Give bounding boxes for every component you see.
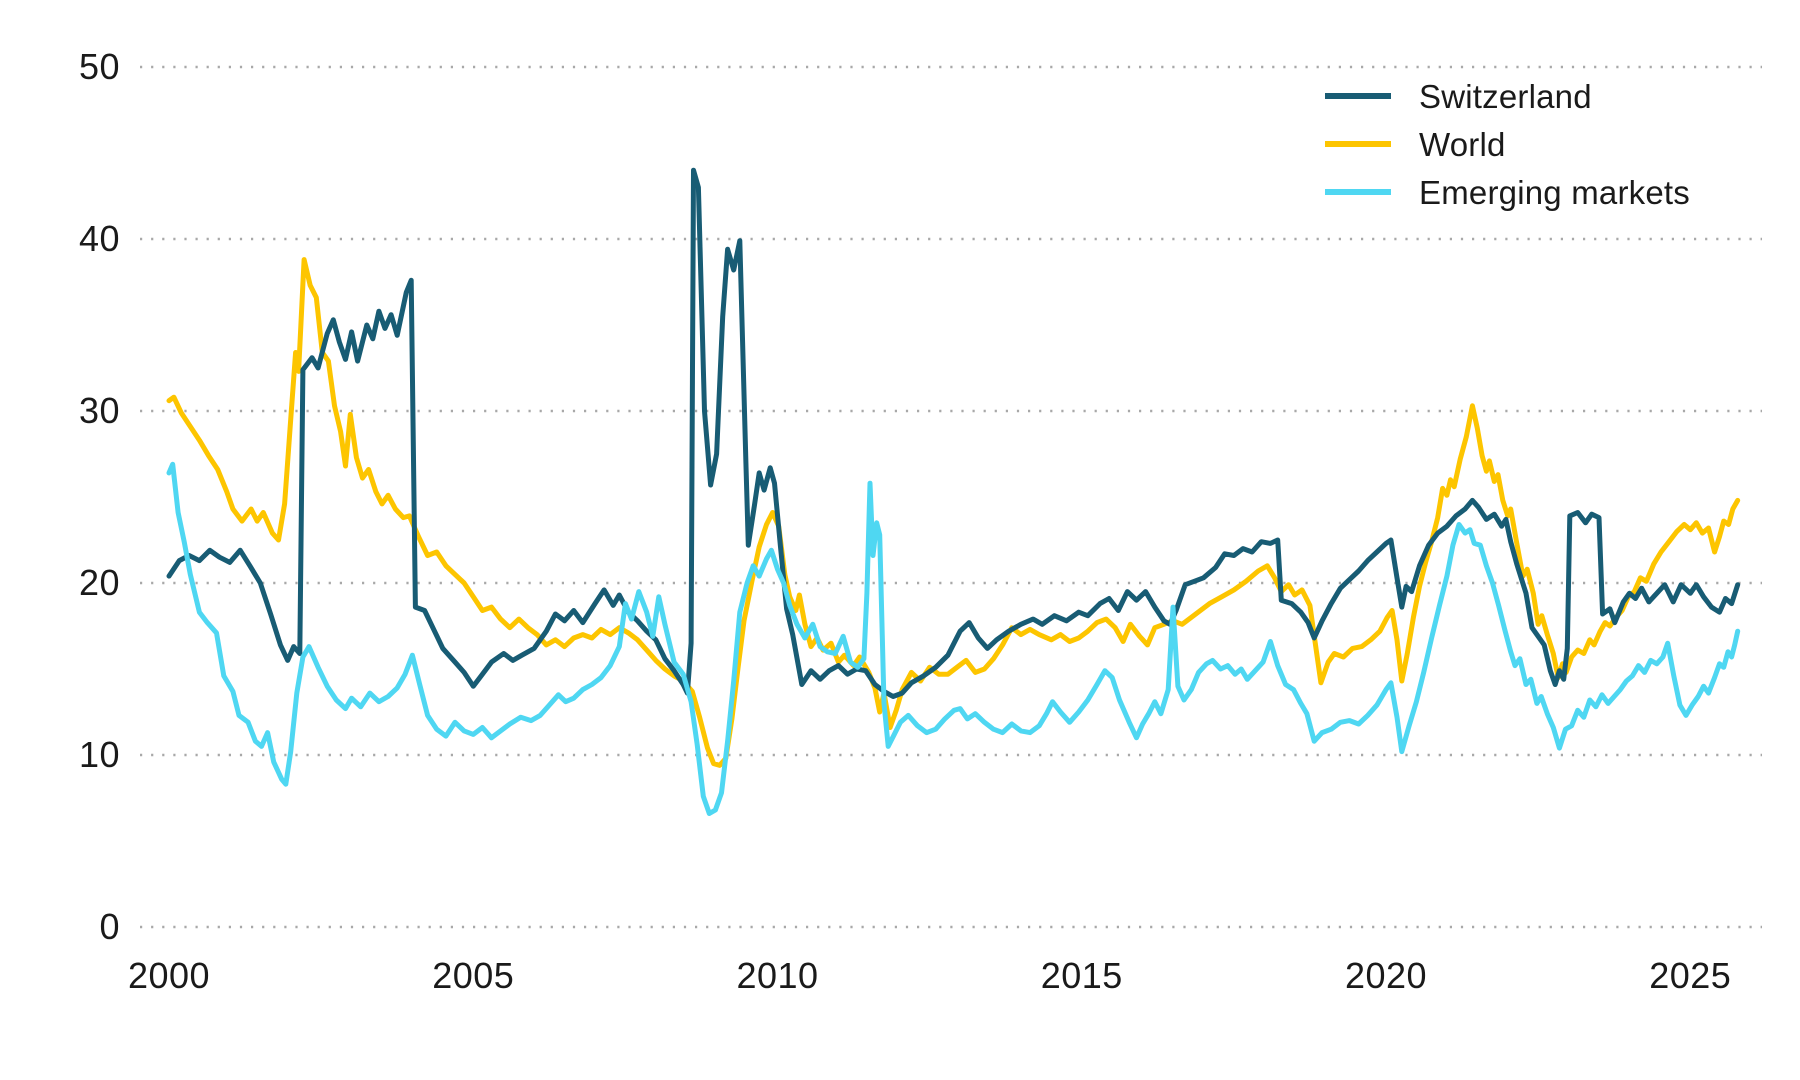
y-tick-label-50: 50	[78, 46, 120, 87]
x-tick-label-2010: 2010	[736, 955, 819, 996]
switzerland-line-swatch	[1325, 93, 1391, 99]
line-switzerland	[166, 167, 1741, 699]
x-tick-label-2020: 2020	[1344, 955, 1428, 996]
world-line-swatch	[1325, 141, 1391, 147]
legend-item-world: World	[1325, 120, 1690, 168]
y-tick-label-10: 10	[78, 734, 120, 775]
x-tick-label-2000: 2000	[127, 955, 211, 996]
horizontal-gridlines	[140, 65, 1762, 929]
x-tick-label-2005: 2005	[432, 955, 515, 996]
x-tick-label-2025: 2025	[1649, 955, 1732, 996]
series-lines	[166, 167, 1741, 816]
legend-label-switzerland: Switzerland	[1419, 77, 1592, 115]
y-tick-label-40: 40	[78, 218, 120, 259]
line-world	[166, 257, 1741, 768]
y-tick-label-20: 20	[78, 562, 120, 603]
y-tick-label-0: 0	[99, 906, 120, 947]
legend-label-emerging-markets: Emerging markets	[1419, 173, 1690, 211]
x-tick-label-2015: 2015	[1040, 955, 1123, 996]
legend-item-switzerland: Switzerland	[1325, 72, 1690, 120]
legend: Switzerland World Emerging markets	[1325, 72, 1690, 216]
legend-item-emerging-markets: Emerging markets	[1325, 168, 1690, 216]
y-tick-label-30: 30	[78, 390, 120, 431]
line-emerging-markets	[166, 461, 1741, 816]
emerging-markets-line-swatch	[1325, 189, 1391, 195]
legend-label-world: World	[1419, 125, 1506, 163]
